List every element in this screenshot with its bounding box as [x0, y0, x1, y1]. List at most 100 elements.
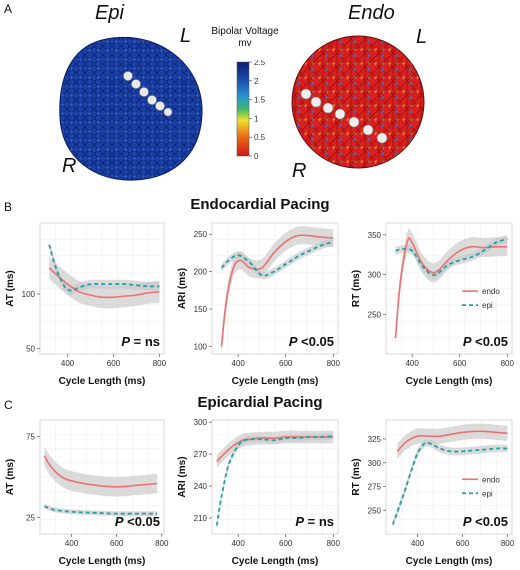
colorbar-tick-label: 0 [254, 152, 259, 160]
endo-voltage-map [291, 35, 425, 169]
x-tick-label: 400 [61, 359, 75, 368]
x-tick-label: 600 [107, 359, 121, 368]
y-tick-label: 150 [194, 305, 208, 314]
x-axis-label: Cycle Length (ms) [232, 556, 319, 567]
x-tick-label: 600 [453, 359, 467, 368]
y-tick-label: 250 [368, 506, 382, 515]
x-axis-label: Cycle Length (ms) [406, 556, 493, 567]
x-tick-label: 400 [231, 539, 245, 548]
series-line-endo [394, 237, 508, 339]
colorbar: 2.5 2 1.5 1 0.5 0 [236, 60, 266, 160]
epi-right-label: R [62, 155, 77, 177]
x-tick-label: 400 [65, 539, 79, 548]
chart-endo-rt: 400 600 800 250 300 350 Cycle Length (ms) RT (m… [351, 222, 515, 387]
chart-epi-rt: 400 600 800 250 275 300 325 Cycle Length (ms) RT… [351, 419, 515, 567]
epicardial-section-title: Epicardial Pacing [197, 394, 323, 411]
y-tick-label: 100 [22, 290, 36, 299]
series-line-epi [395, 238, 508, 277]
x-tick-label: 600 [279, 539, 293, 548]
y-axis-label: ARI (ms) [177, 456, 188, 497]
panel-label-c: C [4, 398, 13, 412]
y-tick-label: 200 [194, 268, 208, 277]
colorbar-tick-label: 2 [254, 77, 259, 86]
y-tick-label: 250 [368, 310, 382, 319]
y-tick-label: 300 [368, 459, 382, 468]
series-line-endo [216, 436, 334, 463]
p-value-annotation: P <0.05 [115, 514, 160, 529]
x-tick-label: 800 [155, 539, 169, 548]
x-axis-label: Cycle Length (ms) [59, 376, 146, 387]
colorbar-title-line2: mv [238, 38, 252, 49]
y-axis-label: AT (ms) [5, 459, 16, 495]
y-axis-label: RT (ms) [351, 270, 362, 307]
x-tick-label: 800 [501, 359, 515, 368]
y-axis-label: ARI (ms) [177, 268, 188, 309]
confidence-band-endo [397, 423, 508, 459]
confidence-band-endo [221, 226, 334, 356]
panel-label-a: A [4, 2, 13, 16]
series-line-epi [44, 505, 158, 515]
y-tick-label: 50 [26, 345, 35, 354]
x-tick-label: 800 [501, 539, 515, 548]
colorbar-title: Bipolar Voltage mv [200, 26, 290, 50]
y-tick-label: 210 [194, 514, 208, 523]
epi-voltage-map [59, 36, 203, 181]
chart-endo-at: 400 600 800 50 100 Cycle Length (ms) AT (ms) P … [5, 222, 167, 387]
x-tick-label: 400 [231, 359, 245, 368]
endo-left-label: L [416, 26, 428, 48]
confidence-band-endo [44, 446, 158, 497]
y-tick-label: 350 [368, 231, 382, 240]
y-tick-label: 300 [194, 418, 208, 427]
colorbar-tick-label: 1.5 [254, 96, 266, 105]
series-line-epi [48, 244, 160, 292]
y-axis-label: AT (ms) [5, 270, 16, 306]
x-axis-label: Cycle Length (ms) [406, 376, 493, 387]
series-line-endo [220, 234, 334, 347]
x-tick-label: 600 [279, 359, 293, 368]
series-line-endo [43, 455, 158, 488]
series-line-epi [220, 240, 334, 277]
y-tick-label: 275 [368, 483, 382, 492]
legend-label-epi: epi [482, 489, 493, 498]
legend-label-epi: epi [482, 301, 493, 310]
x-tick-label: 800 [327, 359, 341, 368]
x-tick-label: 400 [411, 539, 425, 548]
p-value-annotation: P <0.05 [289, 334, 334, 349]
confidence-band-epi [49, 240, 160, 295]
colorbar-tick-label: 1 [254, 114, 259, 123]
series-line-epi [215, 435, 334, 526]
confidence-band-endo [395, 228, 508, 348]
x-tick-label: 400 [405, 359, 419, 368]
epi-map-title: Epi [95, 2, 124, 24]
endo-map-title: Endo [348, 2, 395, 24]
chart-endo-ari: 400 600 800 100 150 200 250 Cycle Length (ms) AR… [177, 222, 341, 387]
x-tick-label: 800 [327, 539, 341, 548]
series-line-endo [396, 430, 508, 452]
p-value-annotation: P <0.05 [463, 514, 508, 529]
legend-label-endo: endo [482, 475, 500, 484]
y-tick-label: 240 [194, 482, 208, 491]
y-tick-label: 100 [194, 343, 208, 352]
x-tick-label: 800 [153, 359, 167, 368]
colorbar-title-line1: Bipolar Voltage [211, 26, 279, 37]
y-tick-label: 25 [26, 514, 35, 523]
p-value-annotation: P = ns [295, 514, 334, 529]
x-axis-label: Cycle Length (ms) [232, 376, 319, 387]
epi-left-label: L [180, 25, 192, 47]
chart-epi-at: 400 600 800 25 75 Cycle Length (ms) AT (ms) P <… [5, 419, 169, 567]
p-value-annotation: P = ns [121, 334, 160, 349]
x-axis-label: Cycle Length (ms) [59, 556, 146, 567]
endocardial-section-title: Endocardial Pacing [190, 196, 330, 213]
panel-label-b: B [4, 200, 13, 214]
x-tick-label: 600 [110, 539, 124, 548]
y-tick-label: 250 [194, 230, 208, 239]
legend-label-endo: endo [482, 287, 500, 296]
colorbar-tick-label: 0.5 [254, 133, 266, 142]
colorbar-tick-label: 2.5 [254, 60, 266, 67]
confidence-band-epi [392, 439, 508, 529]
y-tick-label: 325 [368, 435, 382, 444]
y-tick-label: 300 [368, 271, 382, 280]
y-tick-label: 270 [194, 450, 208, 459]
y-tick-label: 75 [26, 432, 35, 441]
series-line-endo [48, 267, 160, 299]
